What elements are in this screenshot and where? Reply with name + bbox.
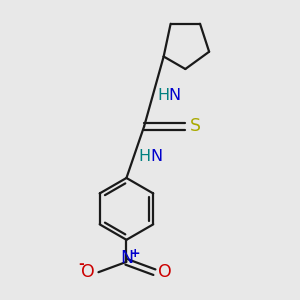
Text: H: H	[158, 88, 170, 103]
Text: +: +	[129, 247, 140, 260]
Text: S: S	[190, 117, 201, 135]
Text: O: O	[81, 263, 95, 281]
Text: -: -	[78, 257, 84, 271]
Text: H: H	[139, 149, 151, 164]
Text: N: N	[120, 249, 133, 267]
Text: N: N	[169, 88, 181, 103]
Text: O: O	[158, 263, 172, 281]
Text: N: N	[150, 149, 162, 164]
